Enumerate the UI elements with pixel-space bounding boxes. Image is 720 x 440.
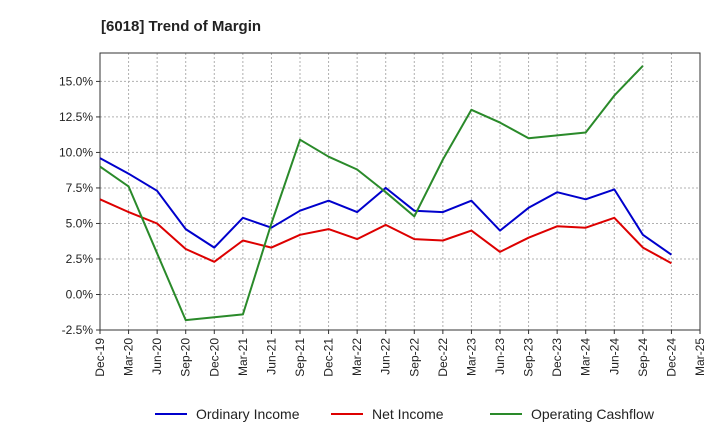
series-line-operating-cashflow xyxy=(99,65,644,322)
y-tick-label: 12.5% xyxy=(59,110,93,124)
x-tick-label: Jun-21 xyxy=(264,338,278,375)
series-line-ordinary-income xyxy=(99,157,672,256)
y-tick-label: 0.0% xyxy=(66,287,94,301)
x-tick-label: Jun-23 xyxy=(493,338,507,375)
chart-title: [6018] Trend of Margin xyxy=(101,18,261,35)
y-axis: -2.5% 0.0% 2.5% 5.0% 7.5% 10.0% 12.5% 15.0% xyxy=(59,74,100,337)
x-tick-label: Mar-20 xyxy=(122,338,136,376)
x-tick-label: Sep-20 xyxy=(179,338,193,377)
series-layer xyxy=(99,65,672,322)
x-axis: Dec-19 Mar-20 Jun-20 Sep-20 Dec-20 Mar-21 Jun-… xyxy=(93,330,707,377)
x-tick-label: Sep-22 xyxy=(407,338,421,377)
legend-label-operating-cashflow: Operating Cashflow xyxy=(531,406,655,422)
y-tick-label: 10.0% xyxy=(59,145,93,159)
x-tick-label: Mar-25 xyxy=(693,338,707,376)
x-tick-label: Sep-23 xyxy=(522,338,536,377)
x-tick-label: Mar-21 xyxy=(236,338,250,376)
series-line-net-income xyxy=(99,198,672,265)
plot-area-frame xyxy=(99,52,701,331)
y-tick-label: -2.5% xyxy=(62,323,94,337)
x-tick-label: Jun-20 xyxy=(150,338,164,375)
x-tick-label: Mar-24 xyxy=(579,338,593,376)
x-tick-label: Dec-24 xyxy=(664,338,678,377)
y-tick-label: 5.0% xyxy=(66,216,94,230)
legend-label-net-income: Net Income xyxy=(372,406,444,422)
x-tick-label: Dec-21 xyxy=(322,338,336,377)
x-tick-label: Jun-24 xyxy=(607,338,621,375)
x-tick-label: Dec-19 xyxy=(93,338,107,377)
x-tick-label: Jun-22 xyxy=(379,338,393,375)
x-tick-label: Dec-22 xyxy=(436,338,450,377)
x-tick-label: Mar-22 xyxy=(350,338,364,376)
x-tick-label: Dec-23 xyxy=(550,338,564,377)
x-tick-label: Mar-23 xyxy=(464,338,478,376)
x-tick-label: Dec-20 xyxy=(207,338,221,377)
y-tick-label: 7.5% xyxy=(66,181,94,195)
y-tick-label: 2.5% xyxy=(66,252,94,266)
legend: Ordinary Income Net Income Operating Cashf… xyxy=(155,406,655,422)
x-tick-label: Sep-21 xyxy=(293,338,307,377)
x-tick-label: Sep-24 xyxy=(636,338,650,377)
y-tick-label: 15.0% xyxy=(59,74,93,88)
legend-label-ordinary-income: Ordinary Income xyxy=(196,406,300,422)
grid-layer xyxy=(100,53,700,331)
